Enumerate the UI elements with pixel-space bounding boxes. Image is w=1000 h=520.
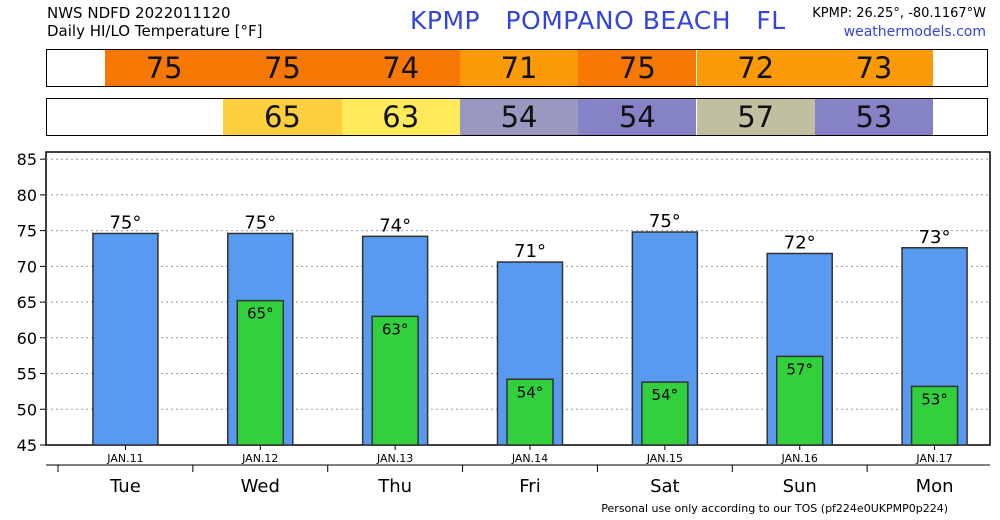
y-tick-label: 55 xyxy=(17,365,37,384)
weekday-label: Thu xyxy=(377,476,412,497)
date-label: JAN.13 xyxy=(376,452,413,465)
hi-bar xyxy=(92,232,159,446)
lo-temp-strip: 65 63 54 54 57 53 xyxy=(46,98,988,136)
date-label: JAN.14 xyxy=(511,452,548,465)
y-tick-label: 70 xyxy=(17,257,37,276)
hi-temp-cell: 71 xyxy=(459,50,579,86)
y-tick-label: 50 xyxy=(17,400,37,419)
model-run: NWS NDFD 2022011120 xyxy=(47,4,231,22)
lo-temp-cell: 63 xyxy=(341,99,460,135)
lo-bar xyxy=(236,299,285,446)
hi-data-label: 72° xyxy=(784,232,816,253)
weekday-label: Fri xyxy=(519,476,540,497)
hi-temp-cell: 75 xyxy=(105,50,224,86)
hi-temp-strip: 75 75 74 71 75 72 73 xyxy=(46,49,988,87)
lo-bar xyxy=(506,378,554,446)
lo-data-label: 54° xyxy=(517,383,544,401)
weekday-label: Wed xyxy=(241,476,280,497)
header-left: NWS NDFD 2022011120 Daily HI/LO Temperat… xyxy=(47,4,263,40)
hi-data-label: 75° xyxy=(109,212,141,233)
lo-temp-cell xyxy=(105,99,224,135)
location-name: POMPANO BEACH xyxy=(505,6,732,35)
hi-data-label: 71° xyxy=(514,241,546,262)
page-title: KPMP POMPANO BEACH FL xyxy=(410,6,786,35)
lo-data-label: 57° xyxy=(786,360,813,378)
y-tick-label: 80 xyxy=(17,186,37,205)
lo-data-label: 65° xyxy=(247,305,274,323)
hi-temp-cell: 74 xyxy=(341,50,460,86)
lo-bar xyxy=(641,381,689,446)
header-right: KPMP: 26.25°, -80.1167°W weathermodels.c… xyxy=(812,4,986,42)
station-coords: KPMP: 26.25°, -80.1167°W xyxy=(812,6,986,21)
y-tick-label: 75 xyxy=(17,222,37,241)
y-tick-label: 45 xyxy=(17,436,37,455)
hi-data-label: 74° xyxy=(379,215,411,236)
y-tick-label: 65 xyxy=(17,293,37,312)
date-label: JAN.17 xyxy=(915,452,952,465)
lo-temp-cell: 54 xyxy=(578,99,697,135)
station-id: KPMP xyxy=(410,6,481,35)
lo-bar xyxy=(775,355,824,446)
site-link[interactable]: weathermodels.com xyxy=(843,24,986,40)
hi-temp-cell: 73 xyxy=(814,50,934,86)
date-label: JAN.16 xyxy=(781,452,818,465)
hi-data-label: 75° xyxy=(649,211,681,232)
lo-temp-cell: 54 xyxy=(459,99,579,135)
lo-temp-cell: 65 xyxy=(223,99,342,135)
date-label: JAN.11 xyxy=(106,452,143,465)
lo-data-label: 63° xyxy=(382,320,409,338)
hi-temp-cell: 75 xyxy=(223,50,342,86)
date-label: JAN.15 xyxy=(646,452,683,465)
lo-data-label: 53° xyxy=(921,390,948,408)
lo-temp-cell: 57 xyxy=(696,99,815,135)
hi-data-label: 75° xyxy=(244,212,276,233)
lo-bar xyxy=(910,385,959,446)
y-tick-label: 60 xyxy=(17,329,37,348)
y-tick-label: 85 xyxy=(17,150,37,169)
weekday-label: Sun xyxy=(783,476,817,497)
footer-note: Personal use only according to our TOS (… xyxy=(601,502,948,515)
hi-temp-cell: 75 xyxy=(578,50,697,86)
hi-temp-cell: 72 xyxy=(696,50,815,86)
state-code: FL xyxy=(756,6,786,35)
weekday-label: Tue xyxy=(109,476,141,497)
lo-bar xyxy=(371,315,419,446)
product-name: Daily HI/LO Temperature [°F] xyxy=(47,22,263,40)
weekday-label: Sat xyxy=(650,476,680,497)
date-label: JAN.12 xyxy=(241,452,278,465)
lo-data-label: 54° xyxy=(652,386,679,404)
hi-data-label: 73° xyxy=(919,227,951,248)
lo-temp-cell: 53 xyxy=(814,99,934,135)
weekday-label: Mon xyxy=(916,476,954,497)
